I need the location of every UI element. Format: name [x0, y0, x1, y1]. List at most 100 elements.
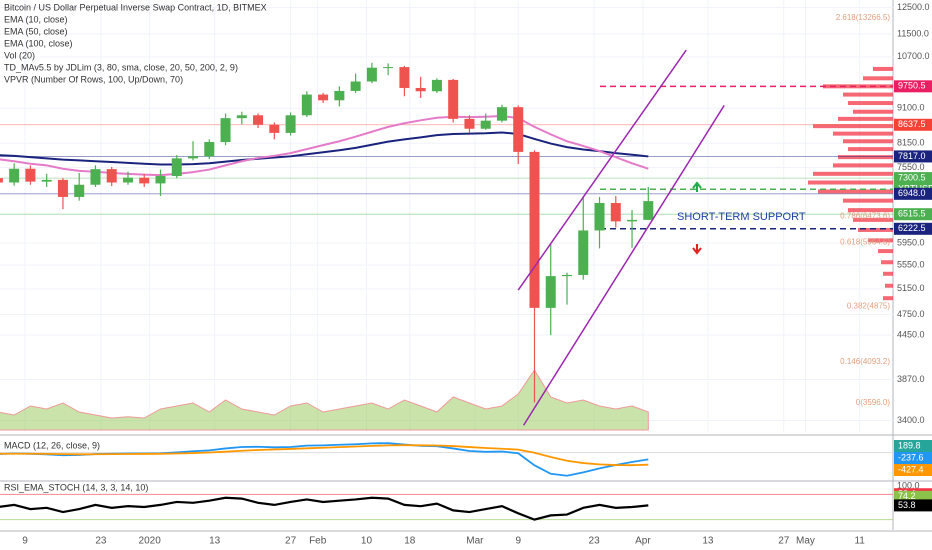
rsi-pane: [0, 493, 893, 521]
y-tick-label: 3400.0: [897, 415, 925, 425]
candle-body: [188, 156, 199, 159]
candle-body: [25, 168, 36, 182]
x-tick-label: 9: [22, 536, 28, 547]
x-tick-label: Mar: [466, 536, 484, 547]
x-tick-label: 9: [515, 536, 521, 547]
y-tick-label: 5150.0: [897, 283, 925, 293]
x-tick-label: May: [796, 536, 815, 547]
x-tick-label: 13: [702, 536, 714, 547]
candle-body: [594, 202, 605, 231]
level-label: 6515.5: [898, 209, 926, 219]
macd-label-box: [894, 440, 932, 452]
candle-body: [57, 179, 68, 197]
x-tick-label: 23: [589, 536, 601, 547]
volume-profile-bar: [848, 101, 893, 106]
x-tick-label: 23: [95, 536, 107, 547]
overlay: 12500.011500.010700.09100.08150.07550.05…: [4, 2, 932, 547]
volume-profile-bar: [883, 296, 893, 301]
level-label: 6948.0: [898, 188, 926, 198]
level-label: 7300.5: [898, 172, 926, 182]
candle-body: [171, 158, 182, 176]
candle-body: [9, 168, 20, 183]
candle-body: [285, 115, 296, 133]
macd-title: MACD (12, 26, close, 9): [4, 440, 100, 450]
volume-profile-bar: [868, 238, 893, 243]
y-tick-label: 8150.0: [897, 138, 925, 148]
y-tick-label: 3870.0: [897, 374, 925, 384]
fib-label: 0(3596.0): [856, 398, 891, 407]
volume-profile-bar: [858, 227, 893, 232]
candle-body: [464, 118, 475, 129]
x-tick-label: Apr: [635, 536, 651, 547]
x-tick-label: 27: [285, 536, 297, 547]
candle-body: [0, 178, 3, 183]
level-label: 6222.5: [898, 223, 926, 233]
volume-profile-bar: [885, 283, 893, 288]
indicator-label: EMA (10, close): [4, 14, 68, 24]
candle-body: [480, 120, 491, 129]
candle-body: [269, 124, 280, 133]
candle-body: [562, 274, 572, 277]
volume-profile-bar: [833, 131, 893, 136]
y-tick-label: 4450.0: [897, 330, 925, 340]
level-label-box: [894, 222, 932, 235]
level-label-box: [894, 80, 932, 93]
volume-profile-bar: [808, 180, 893, 185]
candle-body: [627, 219, 638, 222]
volume-profile-bar: [818, 189, 893, 194]
volume-profile-bar: [813, 124, 893, 129]
ema-line: [0, 114, 649, 177]
candle-body: [204, 142, 215, 157]
x-tick-label: 13: [209, 536, 221, 547]
volume-profile-bar: [838, 116, 893, 121]
volume-profile-bar: [848, 208, 893, 213]
up-arrow: [692, 181, 702, 192]
volume-profile-bar: [843, 198, 893, 203]
macd-label: -427.4: [898, 464, 924, 474]
candle-body: [90, 169, 101, 185]
x-tick-label: 18: [404, 536, 416, 547]
y-tick-label: 11500.0: [897, 28, 929, 38]
y-tick-label: 10700.0: [897, 51, 930, 61]
y-tick-label: 5950.0: [897, 237, 925, 247]
y-tick-label: 9100.0: [897, 103, 925, 113]
candle-body: [41, 179, 52, 182]
macd-line: [0, 444, 649, 467]
x-tick-label: Feb: [309, 536, 327, 547]
volume-profile-bar: [833, 163, 893, 168]
y-tick-label: 4750.0: [897, 309, 925, 319]
volume-profile-bar: [838, 155, 893, 160]
indicator-label: Vol (20): [4, 50, 35, 60]
level-label-box: [894, 208, 932, 221]
rsi-line: [0, 496, 649, 521]
macd-pane: [0, 442, 893, 477]
volume-profile-bar: [843, 92, 893, 97]
rsi-tick-label: 100.0: [897, 480, 920, 490]
channel-line: [517, 49, 687, 291]
candle-body: [334, 90, 345, 101]
volume-profile-bar: [873, 66, 893, 71]
level-label-box: [894, 172, 932, 185]
fib-label: 0.618(5964.5): [840, 237, 890, 246]
candle-body: [366, 67, 377, 82]
candle-body: [236, 115, 247, 119]
x-tick-label: 2020: [139, 536, 162, 547]
volume-profile-bar: [848, 147, 893, 152]
macd-label-box: [894, 464, 932, 476]
indicator-label: TD_MAv5.5 by JDLim (3, 80, sma, close, 2…: [4, 62, 238, 72]
candle-body: [350, 81, 361, 91]
candle-body: [220, 118, 231, 143]
macd-label: 189.8: [898, 440, 921, 450]
y-tick-label: 12500.0: [897, 2, 930, 12]
channel-line: [523, 105, 725, 426]
level-label-box: [894, 150, 932, 163]
indicator-label: EMA (50, close): [4, 26, 68, 36]
x-tick-label: 11: [854, 536, 865, 547]
annotation: SHORT-TERM SUPPORT: [677, 211, 806, 223]
volume-profile-bar: [823, 84, 893, 89]
fib-label: 2.618(13266.5): [836, 13, 891, 22]
volume-profile-bar: [843, 139, 893, 144]
rsi-title: RSI_EMA_STOCH (14, 3, 3, 14, 10): [4, 482, 148, 492]
